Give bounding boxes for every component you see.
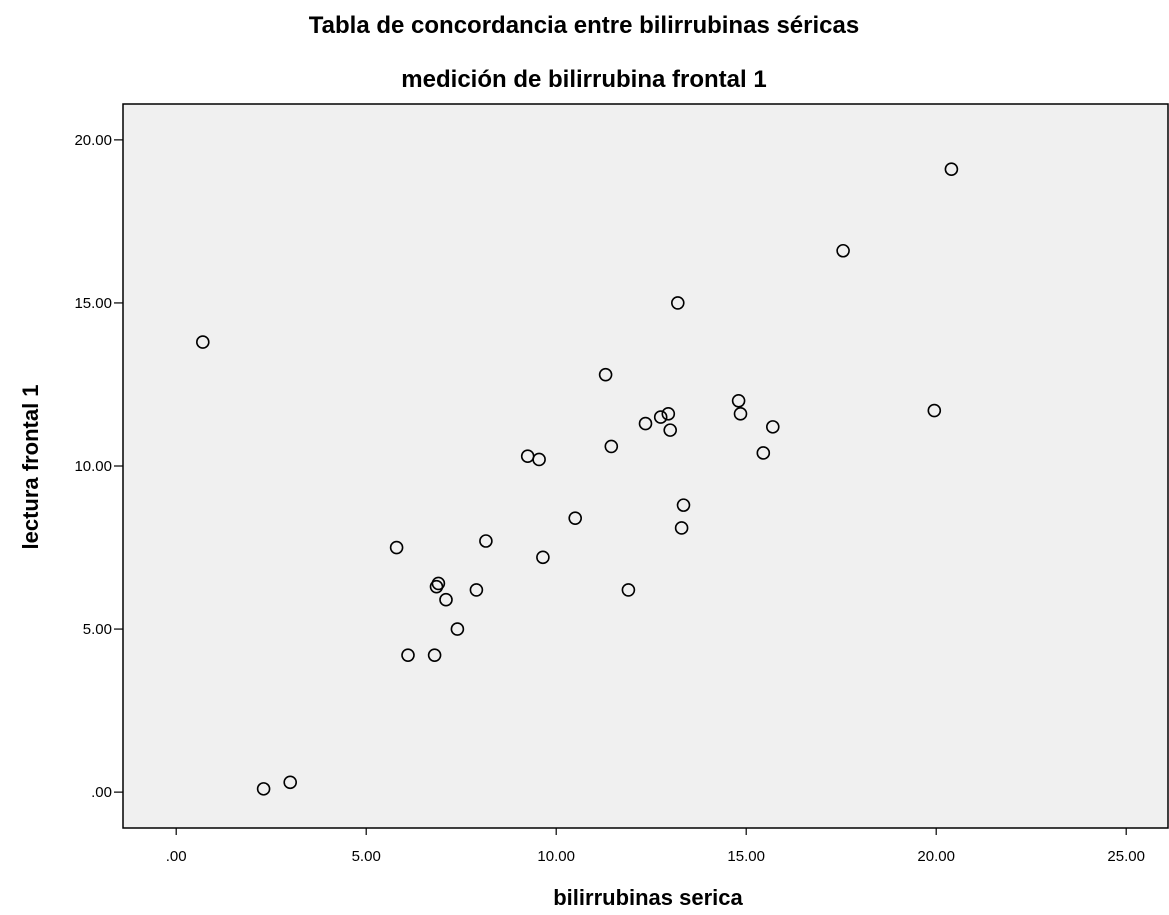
y-tick-label: 15.00 — [74, 295, 112, 312]
data-point — [536, 550, 550, 565]
data-point — [401, 648, 415, 662]
x-tick-label: 15.00 — [727, 848, 765, 865]
y-axis: .00 5.00 10.00 15.00 20.00 — [74, 132, 123, 801]
data-point — [661, 407, 676, 421]
data-point — [653, 410, 668, 424]
data-point — [532, 452, 546, 467]
x-axis: .00 5.00 10.00 15.00 20.00 25.00 — [166, 828, 1145, 865]
plot-area — [122, 103, 1169, 829]
data-point — [676, 498, 691, 512]
data-point — [196, 335, 210, 349]
data-point — [479, 534, 493, 548]
data-point — [731, 393, 746, 408]
y-tick-label: .00 — [91, 784, 112, 801]
x-tick-label: 25.00 — [1107, 848, 1145, 865]
data-point — [598, 367, 613, 382]
data-point — [469, 583, 484, 597]
y-tick-label: 20.00 — [74, 132, 112, 149]
data-point — [389, 540, 404, 555]
chart-title: Tabla de concordancia entre bilirrubinas… — [309, 12, 859, 39]
data-points — [196, 162, 959, 796]
y-tick-label: 10.00 — [74, 458, 112, 475]
data-point — [927, 403, 942, 418]
data-point — [756, 446, 771, 460]
data-point — [621, 583, 636, 597]
data-point — [944, 162, 959, 177]
data-point — [439, 592, 453, 607]
x-tick-label: .00 — [166, 848, 187, 865]
data-point — [674, 521, 689, 535]
data-point — [604, 439, 619, 454]
x-tick-label: 10.00 — [537, 848, 575, 865]
data-point — [836, 243, 850, 258]
data-point — [431, 576, 446, 591]
data-point — [663, 423, 678, 437]
data-point — [450, 622, 465, 636]
x-axis-label: bilirrubinas serica — [553, 885, 743, 910]
chart-subtitle: medición de bilirrubina frontal 1 — [401, 66, 766, 93]
y-axis-label: lectura frontal 1 — [18, 384, 43, 549]
data-point — [670, 296, 685, 310]
data-point — [283, 775, 298, 790]
data-point — [256, 782, 271, 796]
data-point — [733, 407, 748, 421]
data-point — [427, 648, 442, 662]
data-point — [765, 420, 780, 434]
y-tick-label: 5.00 — [83, 621, 112, 638]
data-point — [638, 416, 653, 431]
x-tick-label: 20.00 — [917, 848, 955, 865]
x-tick-label: 5.00 — [352, 848, 381, 865]
data-point — [568, 511, 583, 525]
